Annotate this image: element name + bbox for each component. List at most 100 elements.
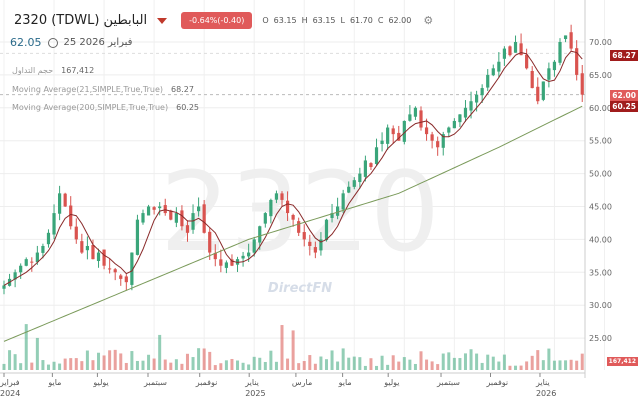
volume-bar xyxy=(358,357,362,370)
last-price: 62.05 xyxy=(10,36,42,49)
volume-bar xyxy=(469,349,473,370)
volume-bar xyxy=(486,354,490,370)
volume-bar xyxy=(330,350,334,370)
volume-bar xyxy=(8,350,12,370)
volume-bar xyxy=(375,365,379,370)
x-tick-label: مايو xyxy=(47,378,61,387)
candle-body xyxy=(85,245,89,251)
candle-body xyxy=(402,120,406,142)
volume-bar xyxy=(430,361,434,370)
x-tick-label: سبتمبر xyxy=(436,378,460,387)
volume-bar xyxy=(163,359,167,370)
candle-body xyxy=(163,205,167,214)
candle-body xyxy=(563,35,568,40)
candle-body xyxy=(46,232,51,245)
candle-body xyxy=(380,140,384,145)
volume-bar xyxy=(185,353,189,370)
candle-body xyxy=(513,42,518,53)
ohlc-key: C xyxy=(377,16,384,25)
y-tick-label: 60.00 xyxy=(589,104,612,113)
ma21-price-label: 68.27 xyxy=(610,50,638,61)
candle-body xyxy=(541,81,545,100)
candle-body xyxy=(397,132,401,141)
volume-bar xyxy=(419,351,423,370)
volume-bar xyxy=(91,360,95,370)
volume-bar xyxy=(2,363,6,370)
candle-body xyxy=(174,213,178,223)
watermark-symbol: 2320 xyxy=(160,148,440,276)
volume-bar xyxy=(397,361,401,370)
x-tick-year: 2025 xyxy=(245,389,265,398)
candle-body xyxy=(219,259,223,266)
change-badge: -0.64%(-0.40) xyxy=(181,12,253,29)
candle-body xyxy=(224,262,228,268)
x-tick-label: يوليو xyxy=(383,378,399,387)
volume-bar xyxy=(69,358,73,370)
volume-bar xyxy=(152,358,156,370)
candle-body xyxy=(519,43,523,56)
candle-body xyxy=(197,206,201,212)
down-arrow-icon xyxy=(157,17,168,24)
x-tick-label: نوفمبر xyxy=(195,378,218,387)
candle-body xyxy=(41,245,45,253)
ma21-line xyxy=(3,50,583,286)
candle-body xyxy=(458,114,462,123)
volume-bar xyxy=(180,363,184,370)
volume-bar xyxy=(497,361,501,370)
candle-body xyxy=(358,173,362,183)
legend-ma21: Moving Average(21,SIMPLE,True,True) 68.2… xyxy=(12,85,194,94)
volume-bar xyxy=(80,361,84,370)
ohlc-high: 63.15 xyxy=(312,16,336,25)
candle-body xyxy=(2,285,6,289)
candle-body xyxy=(441,134,445,148)
candle-body xyxy=(208,231,212,253)
x-tick-label: فبراير xyxy=(0,378,20,387)
candle-body xyxy=(280,193,284,200)
volume-bar xyxy=(502,354,506,370)
candle-body xyxy=(419,110,423,128)
legend-value: 167,412 xyxy=(61,66,95,75)
candle-body xyxy=(530,71,534,89)
candle-body xyxy=(80,241,84,253)
candle-body xyxy=(330,213,334,218)
last-date: 25 2026 فبراير xyxy=(63,37,133,48)
candle-body xyxy=(91,245,95,260)
volume-bar xyxy=(241,362,245,370)
candle-body xyxy=(486,74,490,88)
volume-bar xyxy=(319,356,323,370)
volume-bar xyxy=(408,359,412,370)
ohlc-key: H xyxy=(301,16,308,25)
volume-bar xyxy=(575,360,579,370)
volume-bar xyxy=(141,360,145,370)
x-tick-label: يناير xyxy=(535,378,550,387)
volume-bar xyxy=(108,350,112,370)
volume-bar xyxy=(63,358,67,370)
volume-bar xyxy=(85,350,89,370)
volume-bar xyxy=(452,357,456,370)
volume-bar xyxy=(236,360,240,370)
volume-bar xyxy=(386,364,390,370)
y-tick-label: 65.00 xyxy=(589,71,612,80)
candle-body xyxy=(130,252,134,285)
x-tick-label: مارس xyxy=(292,378,312,387)
volume-bar xyxy=(74,358,78,370)
volume-bar xyxy=(347,357,351,370)
y-tick-label: 70.00 xyxy=(589,38,612,47)
volume-bar xyxy=(297,363,301,370)
volume-bar xyxy=(52,361,56,370)
ohlc-key: L xyxy=(340,16,345,25)
volume-bar xyxy=(97,352,101,370)
volume-bar xyxy=(208,351,212,370)
candle-body xyxy=(291,214,295,220)
gear-icon[interactable]: ⚙ xyxy=(423,14,434,27)
volume-bar xyxy=(30,362,34,370)
volume-bar xyxy=(158,334,162,370)
candle-body xyxy=(424,127,429,135)
volume-bar xyxy=(258,357,262,370)
ma200-price-label: 60.25 xyxy=(610,101,638,112)
candle-body xyxy=(169,210,173,220)
volume-bar xyxy=(564,360,568,370)
ohlc-low: 61.70 xyxy=(349,16,373,25)
volume-bar xyxy=(463,353,467,370)
